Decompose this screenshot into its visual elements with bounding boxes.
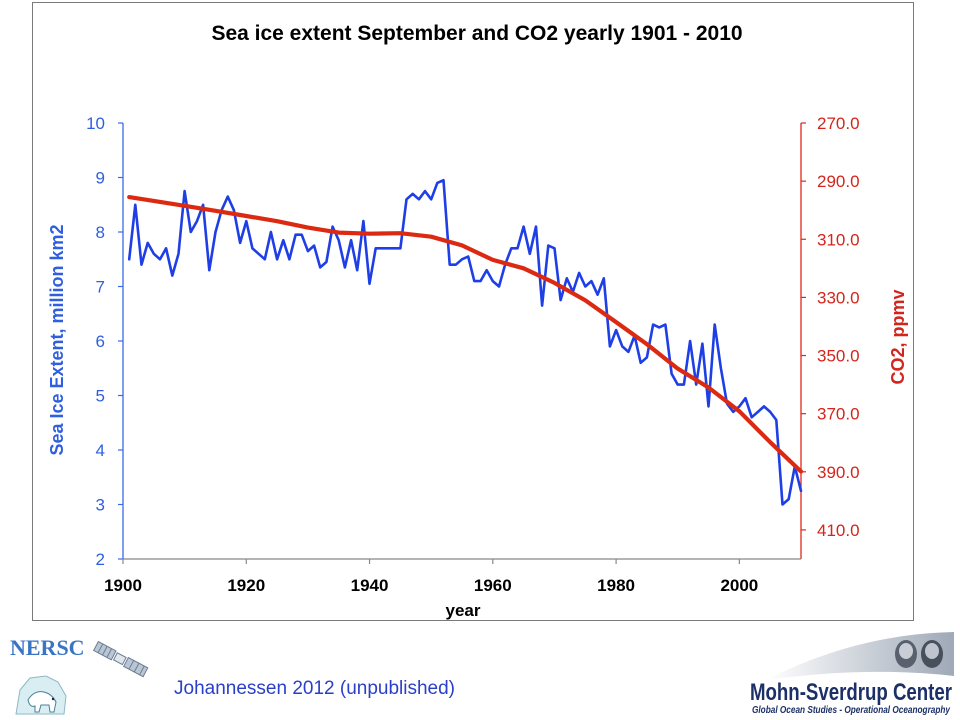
y-left-tick-label: 9 <box>96 169 105 188</box>
y-left-tick-label: 8 <box>96 223 105 242</box>
chart-title: Sea ice extent September and CO2 yearly … <box>211 22 742 45</box>
msc-logo-title: Mohn-Sverdrup Center <box>750 679 952 706</box>
y-right-tick-label: 410.0 <box>817 521 860 540</box>
y-right-tick-label: 290.0 <box>817 172 860 191</box>
sea-ice-extent-line <box>127 178 803 506</box>
msc-logo-subtitle: Global Ocean Studies - Operational Ocean… <box>752 705 950 716</box>
y-left-tick-label: 7 <box>96 278 105 297</box>
y-left-tick-label: 4 <box>96 441 105 460</box>
y-left-tick-label: 3 <box>96 496 105 515</box>
nersc-logo-text: NERSC <box>10 635 85 660</box>
x-tick-label: 1900 <box>104 576 142 595</box>
y-right-tick-label: 390.0 <box>817 463 860 482</box>
x-axis-label: year <box>446 601 481 620</box>
y-axis-right-label: CO2, ppmv <box>888 289 908 384</box>
chart: Sea ice extent September and CO2 yearly … <box>47 22 908 620</box>
y-right-tick-label: 330.0 <box>817 288 860 307</box>
y-right-tick-label: 350.0 <box>817 347 860 366</box>
y-right-tick-label: 370.0 <box>817 405 860 424</box>
chart-frame: Sea ice extent September and CO2 yearly … <box>32 2 914 621</box>
co2-line <box>127 195 804 474</box>
x-tick-label: 1920 <box>227 576 265 595</box>
satellite-icon <box>92 640 149 678</box>
x-tick-label: 1960 <box>474 576 512 595</box>
y-left-tick-label: 10 <box>86 114 105 133</box>
y-left-tick-label: 6 <box>96 332 105 351</box>
y-left-tick-label: 5 <box>96 387 105 406</box>
portrait-icon <box>895 640 943 668</box>
y-right-tick-label: 310.0 <box>817 230 860 249</box>
x-tick-label: 2000 <box>720 576 758 595</box>
y-right-tick-label: 270.0 <box>817 114 860 133</box>
y-axis-left-label: Sea Ice Extent, million km2 <box>47 224 67 455</box>
polar-bear-icon <box>15 675 67 715</box>
tick-labels: 2 3 4 5 6 7 8 9 10 270.0 290.0 310.0 330.0 350.0 370.0… <box>86 114 859 595</box>
y-left-tick-label: 2 <box>96 550 105 569</box>
mohn-sverdrup-logo: Mohn-Sverdrup Center Global Ocean Studie… <box>750 632 954 716</box>
credit-text: Johannessen 2012 (unpublished) <box>174 678 455 699</box>
x-tick-label: 1940 <box>351 576 389 595</box>
series <box>127 178 804 506</box>
x-tick-label: 1980 <box>597 576 635 595</box>
nersc-logo: NERSC <box>10 635 149 715</box>
